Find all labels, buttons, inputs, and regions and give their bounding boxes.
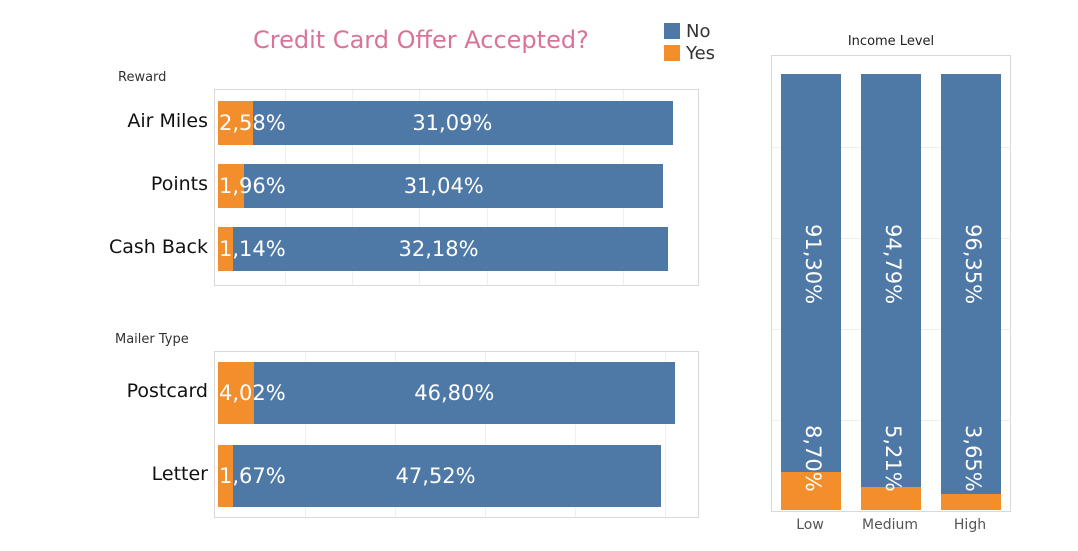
bar-no-medium [861,74,921,488]
bar-yes-low [781,472,841,510]
bar-yes-postcard [218,362,255,424]
category-label-letter: Letter [151,463,208,485]
data-label-yes-medium: 5,21% [881,425,905,492]
reward-panel: 2,58% 31,09% 1,96% 31,04% 1,14% 32,18% [214,89,699,286]
legend-swatch-no [664,23,680,39]
data-label-yes-air-miles: 2,58% [219,110,286,135]
bar-yes-high [941,494,1001,510]
data-label-no-postcard: 46,80% [414,380,495,405]
income-level-header: Income Level [847,34,935,49]
data-label-no-letter: 47,52% [395,463,476,488]
category-label-air-miles: Air Miles [127,110,208,132]
bar-no-air-miles [252,101,673,145]
data-label-no-medium: 94,79% [881,224,905,305]
legend-label-no: No [686,20,711,42]
x-tick-medium: Medium [862,517,918,533]
data-label-yes-points: 1,96% [219,173,286,198]
bar-no-cash-back [233,227,668,271]
mailer-panel: 4,02% 46,80% 1,67% 47,52% [214,351,699,518]
grid-line [665,352,666,517]
grid-line [485,352,486,517]
data-label-yes-high: 3,65% [961,425,985,492]
data-label-yes-cash-back: 1,14% [219,236,286,261]
grid-line [575,352,576,517]
mailer-section-label: Mailer Type [115,332,189,347]
legend-label-yes: Yes [686,42,716,64]
income-panel: 91,30% 8,70% 94,79% 5,21% 96,35% 3,65% [771,56,1011,512]
legend: No Yes [664,20,715,64]
category-label-points: Points [150,173,208,195]
bar-no-postcard [254,362,676,424]
chart-title: Credit Card Offer Accepted? [253,26,589,54]
x-tick-low: Low [796,517,824,533]
grid-line [305,352,306,517]
grid-line [395,352,396,517]
bar-no-high [941,74,1001,495]
legend-item-yes: Yes [664,42,715,64]
legend-item-no: No [664,20,715,42]
bar-no-letter [233,445,661,507]
bar-yes-letter [218,445,234,507]
bar-yes-points [218,164,245,208]
bar-no-points [244,164,664,208]
data-label-no-high: 96,35% [961,224,985,305]
data-label-no-low: 91,30% [801,224,825,305]
data-label-yes-low: 8,70% [801,425,825,492]
bar-yes-air-miles [218,101,253,145]
bar-yes-cash-back [218,227,234,271]
legend-swatch-yes [664,45,680,61]
category-label-cash-back: Cash Back [108,236,208,258]
data-label-yes-postcard: 4,02% [219,380,286,405]
data-label-no-air-miles: 31,09% [412,110,493,135]
data-label-no-points: 31,04% [403,173,484,198]
bar-yes-medium [861,487,921,510]
category-label-postcard: Postcard [126,380,208,402]
reward-section-label: Reward [118,70,167,85]
data-label-yes-letter: 1,67% [219,463,286,488]
x-tick-high: High [953,517,987,533]
bar-no-low [781,74,841,473]
data-label-no-cash-back: 32,18% [398,236,479,261]
income-header-divider [771,55,1011,56]
